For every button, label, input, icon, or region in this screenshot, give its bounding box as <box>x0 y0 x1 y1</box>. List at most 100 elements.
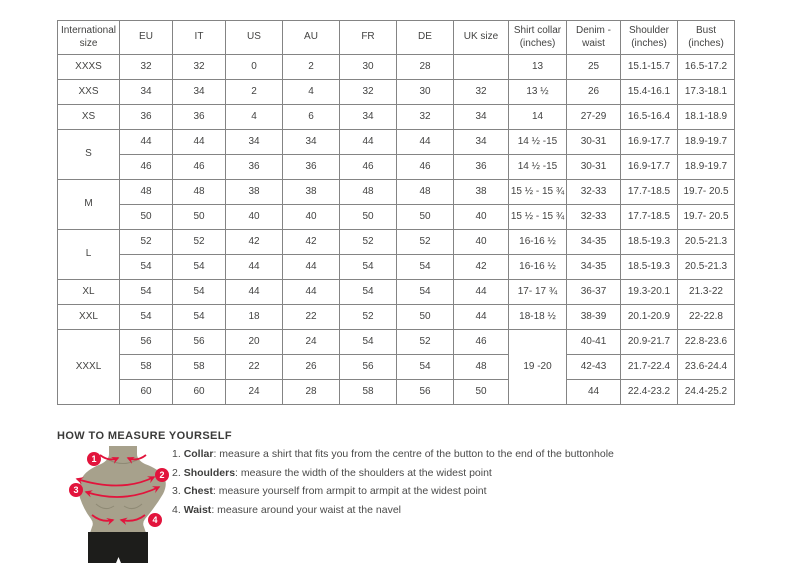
size-chart-cell: XL <box>57 279 120 305</box>
size-chart-cell: 32 <box>172 54 226 80</box>
size-chart-cell: 40-41 <box>566 329 621 355</box>
size-chart-cell: 19 -20 <box>508 329 567 405</box>
size-chart-cell: 14 <box>508 104 567 130</box>
size-chart-cell: 22.4-23.2 <box>620 379 678 405</box>
size-chart-cell: 38-39 <box>566 304 621 330</box>
step-label: Waist <box>183 503 212 516</box>
size-chart-header-row: International size EU IT US AU FR DE UK size Shi… <box>57 20 735 55</box>
size-chart-cell: 15.4-16.1 <box>620 79 678 105</box>
measure-point-2-badge: 2 <box>155 468 169 482</box>
size-chart-cell: 44 <box>225 254 283 280</box>
step-text: : measure a shirt that fits you from the… <box>213 448 614 460</box>
size-chart-cell: 18 <box>225 304 283 330</box>
size-chart-cell: 50 <box>396 304 454 330</box>
size-chart-cell: 50 <box>453 379 509 405</box>
size-chart-cell: 54 <box>396 254 454 280</box>
size-chart-cell: L <box>57 229 120 280</box>
size-chart-cell: 20.1-20.9 <box>620 304 678 330</box>
size-chart-cell: XXXL <box>57 329 120 405</box>
measure-point-4-badge: 4 <box>148 513 162 527</box>
size-chart-cell: 21.3-22 <box>677 279 735 305</box>
size-chart-cell: 4 <box>282 79 340 105</box>
size-chart-cell: 42 <box>225 229 283 255</box>
size-chart-cell: 44 <box>172 129 226 155</box>
size-chart-cell: 56 <box>339 354 397 380</box>
size-chart-cell: 38 <box>453 179 509 205</box>
size-chart-cell: 52 <box>396 329 454 355</box>
size-chart-column-header: Denim - waist <box>566 20 621 55</box>
size-chart-cell: 46 <box>172 154 226 180</box>
size-chart-cell: 50 <box>172 204 226 230</box>
size-chart-cell: 18.9-19.7 <box>677 154 735 180</box>
size-chart-cell: 34 <box>119 79 173 105</box>
size-chart-cell: 15.1-15.7 <box>620 54 678 80</box>
size-chart-row: 58 58 22 26 56 54 48 42-43 21.7-22.4 23.6-24.4 <box>58 354 735 380</box>
size-chart-column-header: UK size <box>453 20 509 55</box>
chest-measure-line <box>84 486 161 498</box>
size-chart-cell: 46 <box>119 154 173 180</box>
size-chart-cell: 13 ½ <box>508 79 567 105</box>
chest-seam-left <box>95 503 115 510</box>
size-chart-row: 54 54 44 44 54 54 42 16-16 ½ 34-35 18.5-19.3 20.5-… <box>58 254 735 280</box>
mannequin-shorts <box>88 532 148 563</box>
size-chart-cell: 54 <box>396 279 454 305</box>
step-text: : measure yourself from armpit to armpit… <box>212 485 487 497</box>
measure-step: 4. Waist: measure around your waist at t… <box>172 504 614 516</box>
size-chart-cell: M <box>57 179 120 230</box>
size-chart-cell: 28 <box>396 54 454 80</box>
size-chart-cell: 34 <box>225 129 283 155</box>
size-chart-cell: 30 <box>396 79 454 105</box>
size-chart-cell: 56 <box>172 329 226 355</box>
size-chart-cell: 18.1-18.9 <box>677 104 735 130</box>
size-chart-cell: 60 <box>172 379 226 405</box>
size-chart-cell: 48 <box>396 179 454 205</box>
size-chart-cell: 36-37 <box>566 279 621 305</box>
size-chart-cell: XXXS <box>57 54 120 80</box>
size-chart-cell: 46 <box>453 329 509 355</box>
size-chart-cell: 20.5-21.3 <box>677 229 735 255</box>
size-chart-cell: 54 <box>339 329 397 355</box>
size-chart-cell: 17.7-18.5 <box>620 179 678 205</box>
size-chart-cell: 34-35 <box>566 229 621 255</box>
size-chart-row: S 44 44 34 34 44 44 34 14 ½ -15 30-31 16.9-17.7 18.… <box>57 129 735 180</box>
size-chart-column-header: EU <box>119 20 173 55</box>
size-chart-column-header: FR <box>339 20 397 55</box>
size-chart-cell: 32 <box>339 79 397 105</box>
size-chart-cell: 34 <box>339 104 397 130</box>
size-chart-cell: 50 <box>119 204 173 230</box>
waist-measure-line-left <box>91 514 115 526</box>
size-chart-cell: 32 <box>453 79 509 105</box>
size-chart-cell <box>453 54 509 80</box>
measure-step: 3. Chest: measure yourself from armpit t… <box>172 485 614 497</box>
svg-text:2: 2 <box>159 470 164 480</box>
size-chart-cell: 54 <box>119 254 173 280</box>
size-chart-cell: 44 <box>453 279 509 305</box>
size-chart-cell: 38 <box>282 179 340 205</box>
size-chart-column-header: DE <box>396 20 454 55</box>
step-label: Chest <box>183 485 213 497</box>
chest-seam-right <box>123 503 143 510</box>
size-chart-cell: 56 <box>119 329 173 355</box>
size-chart-row: XL 54 54 44 44 54 54 44 17- 17 ¾ 36-37 19.3-20.1 21… <box>57 279 735 305</box>
size-chart-row: XXL 54 54 18 22 52 50 44 18-18 ½ 38-39 20.1-20.9 22… <box>57 304 735 330</box>
size-chart-cell: 44 <box>339 129 397 155</box>
size-chart-cell: 22 <box>225 354 283 380</box>
size-chart-cell: 36 <box>282 154 340 180</box>
size-chart-cell: 36 <box>453 154 509 180</box>
measure-section-title: HOW TO MEASURE YOURSELF <box>57 430 233 442</box>
size-chart-cell: 22 <box>282 304 340 330</box>
size-chart-cell: XXS <box>57 79 120 105</box>
size-chart-cell: 44 <box>119 129 173 155</box>
size-chart-cell: 54 <box>172 279 226 305</box>
size-chart-cell: 20.9-21.7 <box>620 329 678 355</box>
step-label: Shoulders <box>183 466 236 479</box>
size-chart-cell: 58 <box>119 354 173 380</box>
size-chart-header: International size EU IT US AU FR DE UK size Shi… <box>57 20 735 55</box>
size-chart-cell: 50 <box>339 204 397 230</box>
size-chart-cell: 16.9-17.7 <box>620 154 678 180</box>
size-chart-cell: 34-35 <box>566 254 621 280</box>
measure-point-1-badge: 1 <box>87 452 101 466</box>
size-chart-cell: 54 <box>172 254 226 280</box>
size-chart-row: M 48 48 38 38 48 48 38 15 ½ - 15 ¾ 32-33 17.7-18.5… <box>57 179 735 230</box>
